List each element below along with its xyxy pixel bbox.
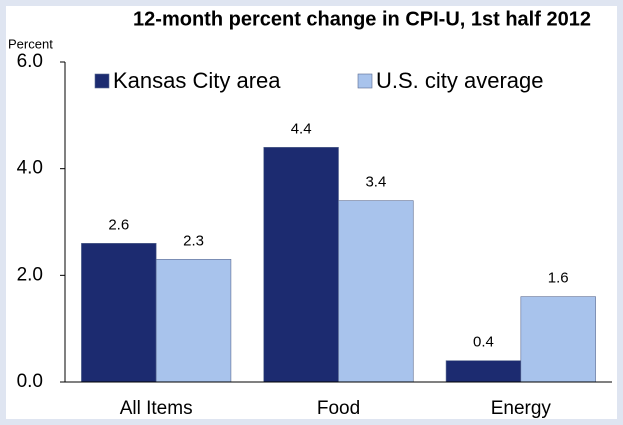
y-tick-label: 6.0 [17, 51, 43, 72]
bar [338, 200, 414, 383]
y-tick-label: 2.0 [17, 264, 43, 285]
legend-label: U.S. city average [376, 68, 544, 93]
data-label: 2.6 [108, 216, 129, 233]
data-label: 3.4 [365, 174, 386, 191]
data-label: 1.6 [548, 270, 569, 287]
legend-swatch [94, 73, 110, 89]
bar [155, 259, 232, 383]
bar [81, 243, 157, 383]
data-label: 4.4 [291, 120, 312, 137]
x-tick-label: Energy [491, 398, 552, 419]
y-tick-label: 4.0 [17, 158, 43, 179]
x-tick-label: Food [317, 398, 360, 419]
y-axis-label: Percent [8, 36, 53, 51]
bar [445, 360, 522, 383]
bar [263, 147, 339, 383]
y-tick-label: 0.0 [17, 371, 43, 392]
legend-label: Kansas City area [113, 68, 281, 93]
chart-title: 12-month percent change in CPI-U, 1st ha… [133, 8, 591, 30]
bar [520, 296, 596, 383]
x-tick-label: All Items [120, 398, 193, 419]
data-label: 2.3 [183, 232, 204, 249]
data-label: 0.4 [473, 334, 494, 351]
legend-swatch [357, 73, 373, 89]
